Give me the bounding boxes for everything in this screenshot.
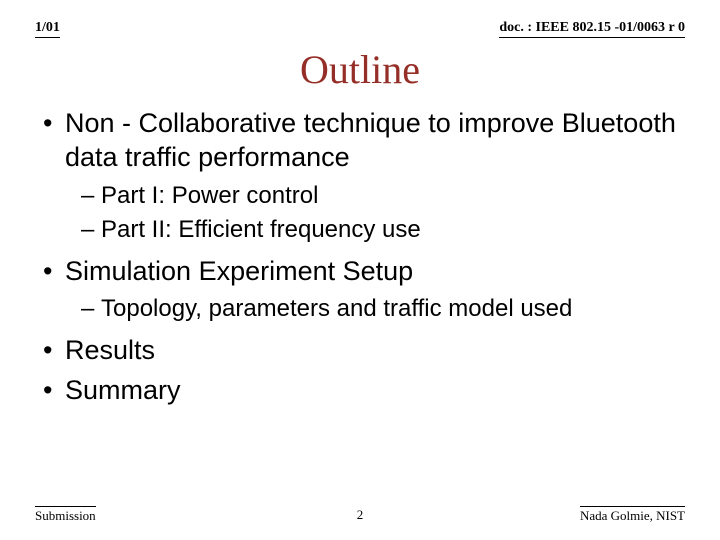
bullet-part1: Part I: Power control <box>81 181 685 211</box>
footer-row: Submission 2 Nada Golmie, NIST <box>35 506 685 524</box>
bullet-noncollab: Non - Collaborative technique to improve… <box>43 107 685 175</box>
slide: 1/01 doc. : IEEE 802.15 -01/0063 r 0 Out… <box>0 0 720 540</box>
sub-group-noncollab: Part I: Power control Part II: Efficient… <box>35 181 685 245</box>
footer-page-number: 2 <box>357 506 364 523</box>
bullet-sim-setup: Simulation Experiment Setup <box>43 255 685 289</box>
body-content: Non - Collaborative technique to improve… <box>35 107 685 408</box>
footer-author: Nada Golmie, NIST <box>580 506 685 524</box>
sub-group-sim: Topology, parameters and traffic model u… <box>35 294 685 324</box>
bullet-part2: Part II: Efficient frequency use <box>81 215 685 245</box>
header-row: 1/01 doc. : IEEE 802.15 -01/0063 r 0 <box>35 20 685 38</box>
bullet-results: Results <box>43 334 685 368</box>
bullet-topology: Topology, parameters and traffic model u… <box>81 294 685 324</box>
slide-title: Outline <box>35 46 685 93</box>
bullet-summary: Summary <box>43 374 685 408</box>
header-doc-id: doc. : IEEE 802.15 -01/0063 r 0 <box>499 20 685 38</box>
header-date: 1/01 <box>35 20 60 38</box>
footer-submission: Submission <box>35 506 96 524</box>
